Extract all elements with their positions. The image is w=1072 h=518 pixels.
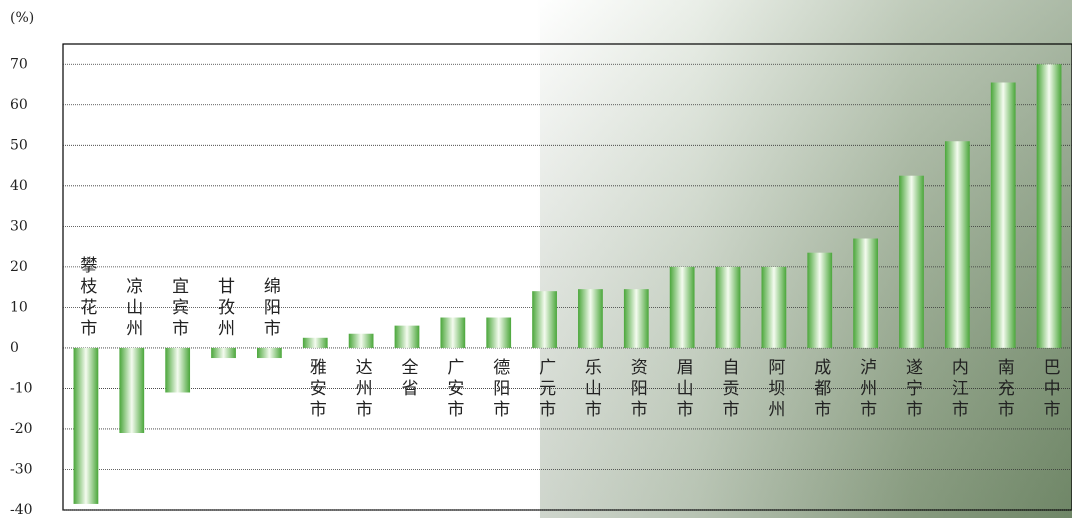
x-tick-label: 德阳市 — [489, 358, 510, 421]
background-shade — [540, 0, 1072, 518]
y-tick-label: 20 — [10, 259, 28, 275]
y-tick-label: -20 — [10, 421, 33, 437]
bar — [486, 317, 512, 348]
y-tick-label: 40 — [10, 178, 28, 194]
bar — [853, 238, 878, 348]
bar — [669, 266, 695, 348]
bar — [990, 82, 1016, 348]
bar — [578, 289, 603, 348]
bar — [394, 325, 420, 348]
x-tick-label: 绵阳市 — [260, 277, 281, 340]
bar — [761, 266, 787, 348]
x-tick-label: 泸州市 — [856, 358, 877, 421]
bar — [119, 347, 145, 434]
y-tick-label: 50 — [10, 137, 28, 153]
bar — [944, 141, 970, 348]
bar — [532, 291, 557, 348]
x-tick-label: 资阳市 — [627, 358, 648, 421]
y-tick-label: 0 — [10, 340, 19, 356]
bar — [899, 175, 924, 348]
x-tick-label: 眉山市 — [673, 358, 694, 421]
x-tick-label: 宜宾市 — [168, 277, 189, 340]
x-tick-label: 攀枝花市 — [76, 256, 97, 340]
bar — [807, 252, 833, 348]
bar — [211, 347, 236, 359]
x-tick-label: 广安市 — [443, 358, 464, 421]
y-tick-label: -30 — [10, 461, 33, 477]
x-tick-label: 遂宁市 — [902, 358, 923, 421]
x-tick-label: 阿坝州 — [764, 358, 785, 421]
bar — [257, 347, 282, 359]
x-tick-label: 达州市 — [352, 358, 373, 421]
x-tick-label: 凉山州 — [122, 277, 143, 340]
y-tick-label: 30 — [10, 218, 28, 234]
x-tick-label: 巴中市 — [1040, 358, 1061, 421]
bar — [165, 347, 191, 393]
y-tick-label: 70 — [10, 56, 28, 72]
bar — [73, 347, 99, 504]
bar — [1036, 64, 1062, 348]
bar — [623, 289, 649, 348]
y-unit: (%) — [10, 10, 34, 26]
x-tick-label: 南充市 — [994, 358, 1015, 421]
x-tick-label: 自贡市 — [719, 358, 740, 421]
y-tick-label: 60 — [10, 97, 28, 113]
x-tick-label: 乐山市 — [581, 358, 602, 421]
bar — [348, 333, 374, 348]
bar — [715, 266, 741, 348]
bar — [440, 317, 466, 348]
x-tick-label: 雅安市 — [306, 358, 327, 421]
y-tick-label: -10 — [10, 380, 33, 396]
y-tick-label: 10 — [10, 299, 28, 315]
bar — [302, 337, 328, 348]
x-tick-label: 内江市 — [948, 358, 969, 421]
y-tick-label: -40 — [10, 502, 33, 518]
x-tick-label: 全省 — [397, 358, 418, 400]
x-tick-label: 甘孜州 — [214, 277, 235, 340]
x-tick-label: 广元市 — [535, 358, 556, 421]
x-tick-label: 成都市 — [810, 358, 831, 421]
